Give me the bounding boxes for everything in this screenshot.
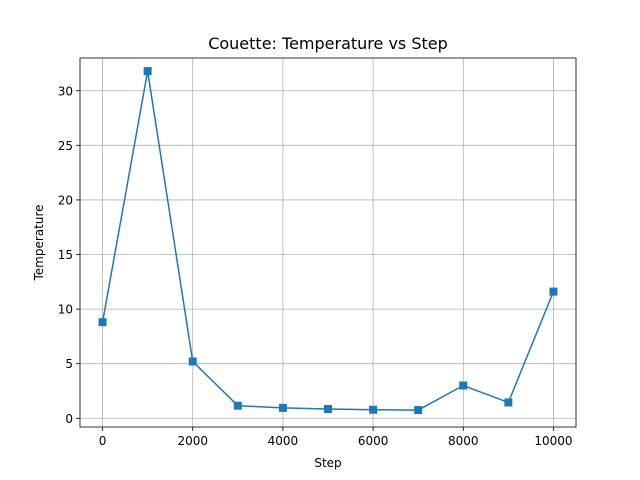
y-axis-title: Temperature: [32, 204, 46, 281]
y-tick-label: 20: [58, 193, 73, 207]
y-tick-label: 5: [65, 357, 73, 371]
ticks: 0 2000 4000 6000 8000 10000 0 5 10 15 20 25 30: [58, 84, 573, 448]
plot-frame: [79, 57, 577, 428]
y-tick-label: 0: [65, 412, 73, 426]
y-tick-label: 15: [58, 248, 73, 262]
y-tick-label: 30: [58, 84, 73, 98]
data-point-marker: [459, 381, 468, 390]
data-point-marker: [188, 357, 197, 366]
data-point-marker: [143, 67, 152, 76]
x-axis-title: Step: [314, 456, 341, 470]
data-point-marker: [233, 401, 242, 410]
x-tick-label: 10000: [534, 434, 572, 448]
x-tick-label: 2000: [177, 434, 208, 448]
data-point-marker: [278, 403, 287, 412]
data-point-marker: [98, 318, 107, 327]
data-point-marker: [504, 398, 513, 407]
x-tick-label: 0: [99, 434, 107, 448]
y-tick-label: 10: [58, 303, 73, 317]
x-tick-label: 6000: [358, 434, 389, 448]
data-point-marker: [414, 406, 423, 415]
series-line: [101, 70, 555, 411]
data-point-marker: [549, 287, 558, 296]
x-tick-label: 4000: [268, 434, 299, 448]
x-tick-label: 8000: [448, 434, 479, 448]
y-tick-label: 25: [58, 139, 73, 153]
series-layer: [98, 67, 558, 415]
data-point-marker: [369, 405, 378, 414]
data-point-marker: [324, 404, 332, 413]
grid: [80, 58, 576, 427]
chart-title: Couette: Temperature vs Step: [208, 34, 448, 53]
